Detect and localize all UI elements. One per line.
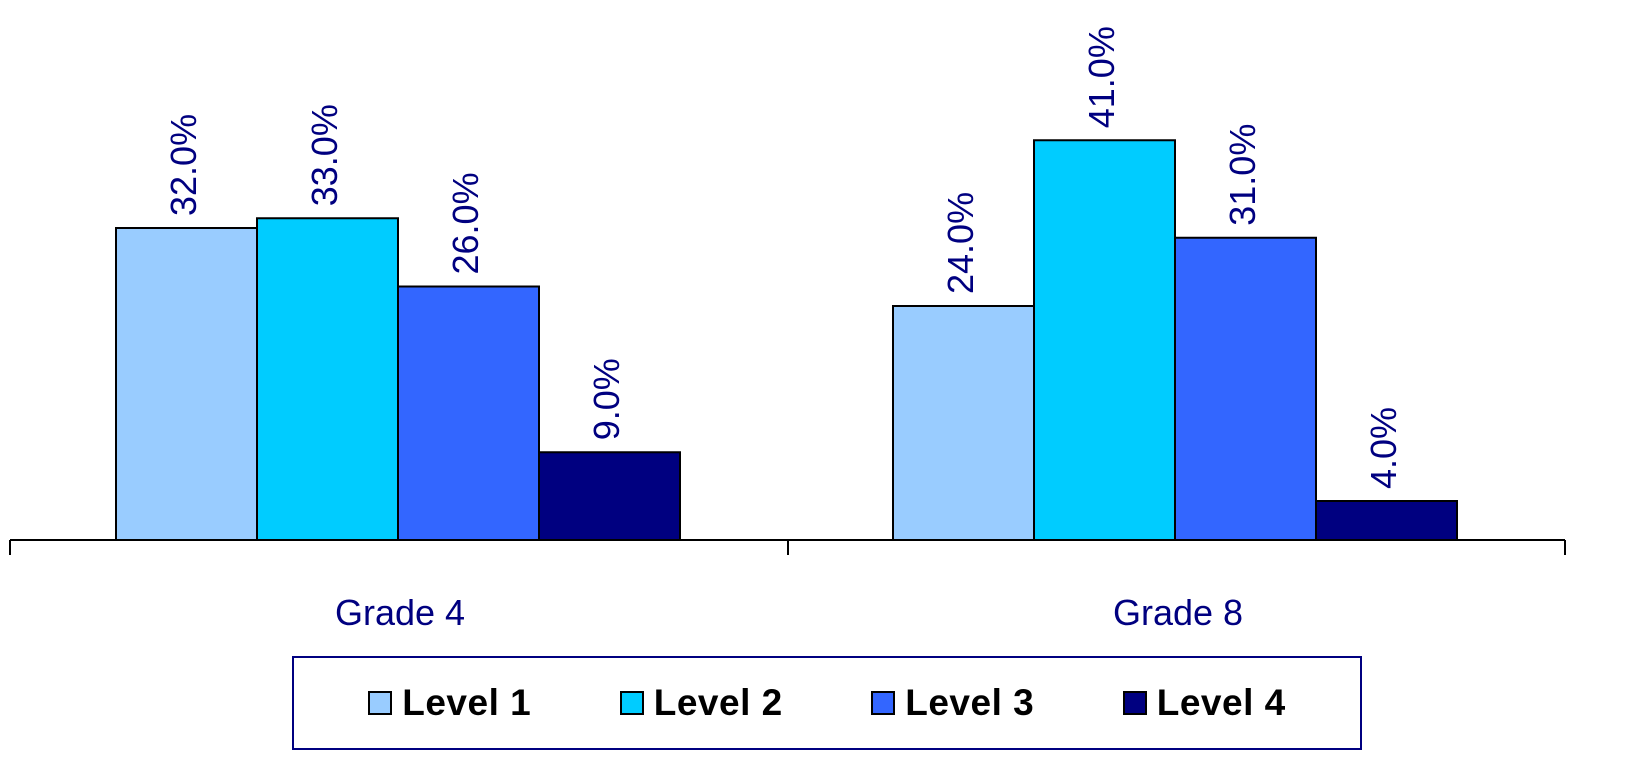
data-label: 4.0% — [1363, 407, 1404, 489]
bar-grade-8-level-1 — [892, 305, 1035, 541]
data-label: 31.0% — [1222, 124, 1263, 226]
bar-grade-8-level-4 — [1315, 500, 1458, 541]
data-label: 41.0% — [1081, 26, 1122, 128]
legend-label: Level 4 — [1156, 682, 1286, 723]
legend-swatch — [368, 691, 393, 715]
data-label: 33.0% — [304, 104, 345, 206]
legend-label: Level 2 — [653, 682, 783, 723]
legend-item: Level 3 — [871, 682, 1034, 724]
x-tick-label: Grade 8 — [1113, 592, 1243, 633]
data-label: 32.0% — [163, 114, 204, 216]
data-label: 26.0% — [445, 172, 486, 274]
legend-item: Level 4 — [1122, 682, 1286, 724]
data-label: 24.0% — [940, 192, 981, 294]
bars-layer — [115, 139, 1458, 541]
legend-swatch — [1122, 691, 1147, 715]
data-label: 9.0% — [586, 358, 627, 440]
legend-label: Level 1 — [402, 682, 532, 723]
bar-grade-4-level-4 — [538, 451, 681, 541]
x-tick-label: Grade 4 — [335, 592, 465, 633]
legend-label: Level 3 — [905, 682, 1035, 723]
data-labels-layer: 32.0% 33.0% 26.0% 9.0% 24.0% 41.0% 31.0% 4.0% — [163, 26, 1404, 489]
legend-item: Level 1 — [368, 682, 531, 724]
legend-swatch — [871, 691, 896, 715]
legend-item: Level 2 — [619, 682, 783, 724]
legend-swatch — [619, 691, 644, 715]
bar-grade-4-level-2 — [256, 217, 399, 541]
bar-grade-8-level-3 — [1174, 236, 1317, 541]
bar-grade-4-level-1 — [115, 227, 258, 541]
bar-grade-8-level-2 — [1033, 139, 1176, 541]
bar-grade-4-level-3 — [397, 285, 540, 541]
legend: Level 1 Level 2 Level 3 Level 4 — [292, 656, 1362, 750]
x-axis: Grade 4 Grade 8 — [9, 539, 1566, 633]
